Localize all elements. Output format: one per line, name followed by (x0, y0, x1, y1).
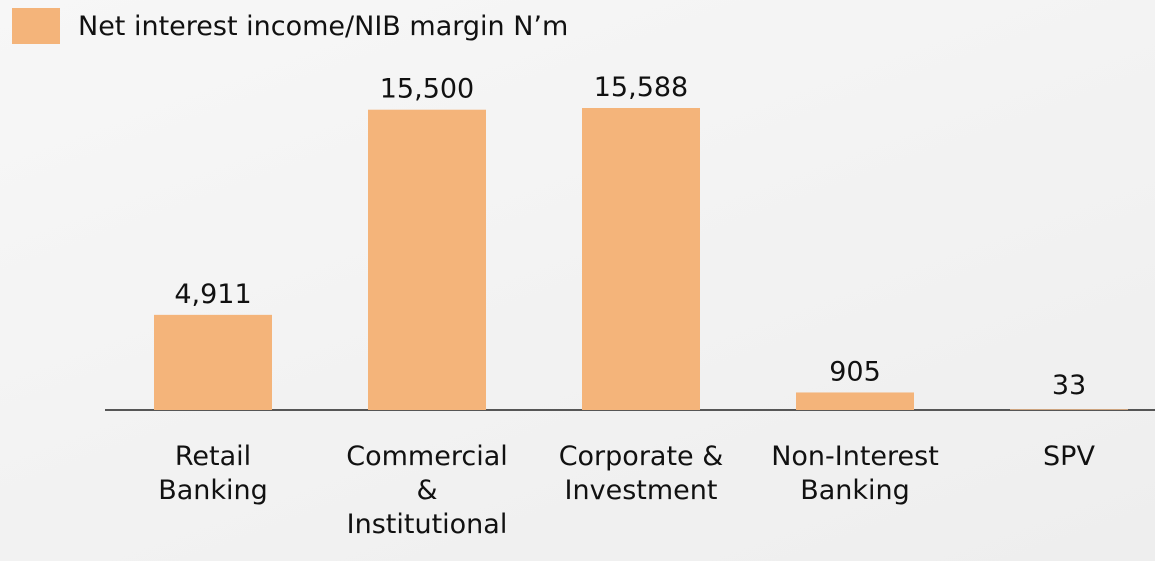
bar (154, 315, 272, 410)
legend-swatch (12, 8, 60, 44)
bar (796, 392, 914, 410)
page: Net interest income/NIB margin N’m 4,911… (0, 0, 1155, 561)
value-label: 905 (829, 356, 881, 387)
category-label: Commercial & Institutional (337, 440, 517, 542)
bar (1010, 409, 1128, 410)
category-label: SPV (979, 440, 1155, 474)
bar (582, 108, 700, 410)
category-label: Retail Banking (123, 440, 303, 508)
legend-label: Net interest income/NIB margin N’m (78, 11, 568, 42)
value-label: 15,500 (380, 74, 474, 105)
category-label: Corporate & Investment (551, 440, 731, 508)
value-label: 4,911 (174, 279, 251, 310)
value-label: 15,588 (594, 72, 688, 103)
value-label: 33 (1052, 370, 1086, 401)
category-label: Non-Interest Banking (765, 440, 945, 508)
bar (368, 110, 486, 410)
